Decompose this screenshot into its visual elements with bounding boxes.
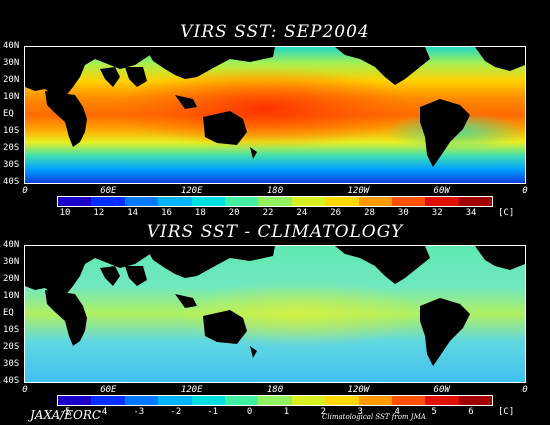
colorbar-label: 5	[431, 407, 437, 417]
colorbar-swatch	[425, 396, 459, 405]
colorbar-swatch	[325, 197, 359, 206]
lon-label: 60W	[433, 186, 450, 196]
colorbar-label: 6	[468, 407, 474, 417]
colorbar-label: -3	[133, 407, 145, 417]
lon-label: 120E	[180, 385, 203, 395]
lat-label: 10S	[3, 325, 20, 335]
sst-map-image	[25, 47, 525, 183]
colorbar-swatch	[358, 197, 392, 206]
bottom-map-title: VIRS SST - CLIMATOLOGY	[146, 222, 404, 242]
sst-colorbar	[57, 196, 493, 207]
colorbar-swatch	[358, 396, 392, 405]
anomaly-map-image	[25, 246, 525, 382]
lon-label: 120W	[347, 186, 370, 196]
colorbar-swatch	[258, 197, 292, 206]
colorbar-label: 4	[394, 407, 400, 417]
colorbar-label: 26	[330, 208, 342, 218]
colorbar-swatch	[291, 396, 326, 405]
colorbar-swatch	[124, 396, 159, 405]
colorbar-label: 30	[397, 208, 409, 218]
sst-map	[24, 46, 526, 184]
anomaly-colorbar	[57, 395, 493, 406]
lon-label: 0	[22, 186, 28, 196]
lat-label: 20S	[3, 143, 20, 153]
colorbar-label: 12	[93, 208, 105, 218]
colorbar-swatch	[91, 396, 125, 405]
colorbar-swatch	[91, 197, 125, 206]
lon-label: 180	[266, 385, 284, 395]
colorbar-swatch	[291, 197, 326, 206]
lon-label: 60E	[100, 186, 117, 196]
colorbar-label: 0	[246, 407, 253, 417]
lat-label: 10S	[3, 126, 20, 136]
colorbar-swatch	[58, 197, 92, 206]
colorbar-label: 22	[262, 208, 274, 218]
colorbar-unit: [C]	[498, 407, 515, 417]
colorbar-unit: [C]	[498, 208, 515, 218]
lat-label: 30N	[3, 257, 20, 267]
lon-label: 0	[522, 385, 528, 395]
colorbar-swatch	[224, 197, 259, 206]
lat-label: 40N	[3, 240, 20, 250]
land-masses	[25, 246, 525, 366]
anomaly-map	[24, 245, 526, 383]
lat-label: 20S	[3, 342, 20, 352]
credit-jma: Climatological SST from JMA	[322, 413, 426, 421]
lon-label: 0	[522, 186, 528, 196]
colorbar-label: 10	[59, 208, 71, 218]
colorbar-swatch	[191, 197, 225, 206]
lat-label: EQ	[3, 308, 14, 318]
lat-label: 40S	[3, 177, 20, 187]
colorbar-label: 2	[320, 407, 327, 417]
lat-label: 30S	[3, 160, 20, 170]
colorbar-label: 34	[465, 208, 477, 218]
lon-label: 180	[266, 186, 284, 196]
colorbar-swatch	[258, 396, 292, 405]
lon-label: 120E	[180, 186, 203, 196]
colorbar-label: -1	[207, 407, 219, 417]
colorbar-swatch	[124, 197, 159, 206]
colorbar-swatch	[158, 396, 192, 405]
colorbar-swatch	[191, 396, 225, 405]
lat-label: 20N	[3, 75, 20, 85]
colorbar-label: 32	[431, 208, 443, 218]
lon-label: 60W	[433, 385, 450, 395]
colorbar-swatch	[458, 396, 493, 405]
colorbar-swatch	[325, 396, 359, 405]
credit-jaxa: JAXA/EORC	[30, 408, 102, 422]
colorbar-swatch	[58, 396, 92, 405]
colorbar-label: 28	[364, 208, 375, 218]
colorbar-label: -2	[170, 407, 182, 417]
lat-label: 20N	[3, 274, 20, 284]
colorbar-swatch	[158, 197, 192, 206]
colorbar-swatch	[425, 197, 459, 206]
colorbar-swatch	[391, 396, 426, 405]
colorbar-label: 24	[296, 208, 308, 218]
colorbar-label: 16	[161, 208, 172, 218]
colorbar-label: -4	[96, 407, 108, 417]
lat-label: EQ	[3, 109, 14, 119]
lon-label: 60E	[100, 385, 117, 395]
lat-label: 40S	[3, 376, 20, 386]
lon-label: 0	[22, 385, 28, 395]
lon-label: 120W	[347, 385, 370, 395]
lat-label: 10N	[3, 92, 20, 102]
colorbar-label: 20	[228, 208, 240, 218]
colorbar-swatch	[391, 197, 426, 206]
colorbar-label: -5	[59, 407, 71, 417]
colorbar-label: 18	[194, 208, 206, 218]
lat-label: 30S	[3, 359, 20, 369]
lat-label: 30N	[3, 58, 20, 68]
colorbar-swatch	[224, 396, 259, 405]
colorbar-label: 1	[283, 407, 290, 417]
colorbar-label: 3	[357, 407, 363, 417]
lat-label: 40N	[3, 41, 20, 51]
colorbar-label: 14	[127, 208, 139, 218]
lat-label: 10N	[3, 291, 20, 301]
colorbar-swatch	[458, 197, 493, 206]
land-masses	[25, 47, 525, 167]
top-map-title: VIRS SST: SEP2004	[180, 22, 370, 42]
